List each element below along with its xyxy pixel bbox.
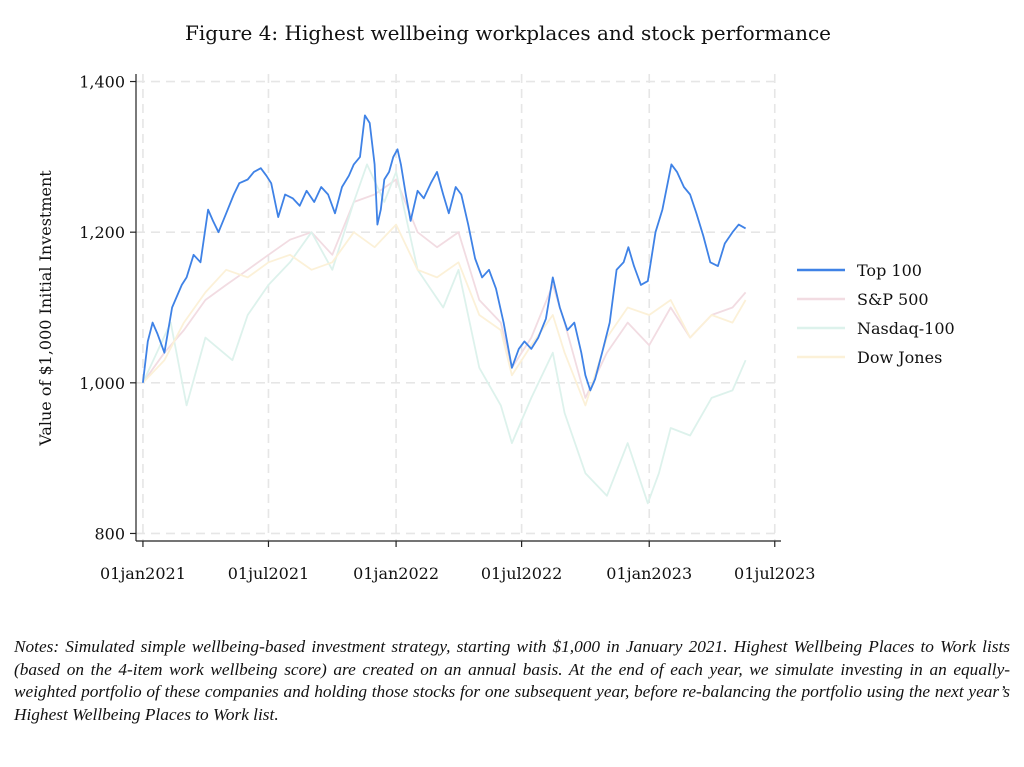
series-line [142,178,747,399]
legend: Top 100 S&P 500 Nasdaq-100 Dow Jones [797,261,955,367]
series-lines [142,114,747,505]
x-tick-label: 01jul2023 [734,564,815,583]
x-tick-label: 01jan2022 [353,564,439,583]
series-line [142,223,747,407]
series-line [142,114,747,392]
y-tick-label: 1,000 [79,374,125,393]
x-tick-label: 01jul2021 [228,564,309,583]
legend-label: Dow Jones [857,348,942,367]
legend-label: Nasdaq-100 [857,319,955,338]
grid [136,74,781,541]
line-chart: Figure 4: Highest wellbeing workplaces a… [36,21,955,583]
x-tick-label: 01jan2023 [606,564,692,583]
axes: 800 1,000 1,200 1,400 01jan2021 01jul2021 01ja… [79,73,815,583]
series-line [142,163,747,505]
x-tick-label: 01jul2022 [481,564,562,583]
y-tick-label: 800 [94,524,125,543]
y-axis-label: Value of $1,000 Initial Investment [36,170,55,447]
legend-label: S&P 500 [857,290,929,309]
chart-title: Figure 4: Highest wellbeing workplaces a… [185,21,831,45]
y-tick-label: 1,400 [79,73,125,92]
x-tick-label: 01jan2021 [100,564,186,583]
y-tick-label: 1,200 [79,223,125,242]
figure-notes: Notes: Simulated simple wellbeing-based … [14,637,1010,724]
legend-label: Top 100 [857,261,922,280]
